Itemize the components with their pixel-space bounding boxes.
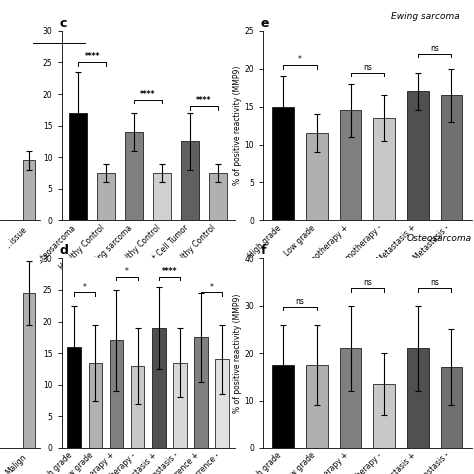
- Text: ns: ns: [296, 297, 304, 306]
- Bar: [339, 110, 362, 220]
- Bar: [209, 173, 227, 220]
- Bar: [152, 328, 165, 448]
- Bar: [109, 340, 123, 448]
- Text: *: *: [298, 55, 302, 64]
- Text: *: *: [83, 283, 87, 292]
- Bar: [306, 133, 328, 220]
- Bar: [125, 132, 143, 220]
- Y-axis label: % of positive reactivity (MMP9): % of positive reactivity (MMP9): [233, 293, 242, 413]
- Y-axis label: % of positive reactivity (MMP9): % of positive reactivity (MMP9): [31, 66, 40, 185]
- Bar: [440, 367, 462, 448]
- Text: ****: ****: [162, 267, 177, 276]
- Bar: [306, 365, 328, 448]
- Text: e: e: [261, 17, 270, 30]
- Bar: [373, 118, 395, 220]
- Bar: [89, 363, 102, 448]
- Y-axis label: % of positive reactivity (MMP9): % of positive reactivity (MMP9): [233, 66, 242, 185]
- Text: Osteosarcoma: Osteosarcoma: [407, 234, 472, 243]
- Text: d: d: [60, 244, 69, 257]
- Bar: [273, 107, 294, 220]
- Bar: [23, 293, 35, 448]
- Text: *: *: [210, 283, 213, 292]
- Text: *: *: [125, 267, 129, 276]
- Text: ns: ns: [430, 278, 439, 287]
- Bar: [407, 91, 429, 220]
- Bar: [97, 173, 115, 220]
- Y-axis label: % of positive reactivity (MMP9): % of positive reactivity (MMP9): [31, 293, 40, 413]
- Bar: [440, 95, 462, 220]
- Text: Ewing sarcoma: Ewing sarcoma: [391, 12, 460, 21]
- Text: ****: ****: [140, 90, 156, 99]
- Text: ns: ns: [363, 278, 372, 287]
- Bar: [23, 160, 35, 220]
- Bar: [69, 113, 87, 220]
- Bar: [373, 384, 395, 448]
- Bar: [194, 337, 208, 448]
- Text: ns: ns: [430, 44, 439, 53]
- Bar: [67, 347, 81, 448]
- Bar: [181, 141, 199, 220]
- Text: ****: ****: [196, 96, 212, 105]
- Bar: [215, 359, 229, 448]
- Text: f: f: [261, 244, 266, 257]
- Bar: [131, 366, 145, 448]
- Text: c: c: [60, 17, 67, 30]
- Text: ns: ns: [363, 63, 372, 72]
- Bar: [339, 348, 362, 448]
- Bar: [173, 363, 187, 448]
- Bar: [273, 365, 294, 448]
- Text: ****: ****: [84, 52, 100, 61]
- Bar: [407, 348, 429, 448]
- Bar: [153, 173, 171, 220]
